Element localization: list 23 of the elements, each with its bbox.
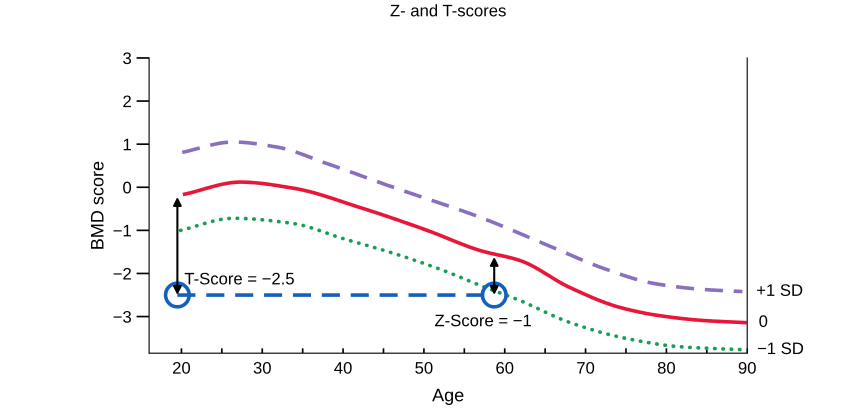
x-tick-label: 70 bbox=[577, 362, 594, 374]
x-axis-title: Age bbox=[432, 388, 464, 406]
y-tick-label: 3 bbox=[123, 52, 132, 64]
annotation: Z-Score = −1 bbox=[435, 314, 531, 326]
annotation: 0 bbox=[759, 315, 768, 328]
x-tick-label: 30 bbox=[254, 362, 271, 374]
annotation: +1 SD bbox=[757, 284, 802, 296]
x-tick-label: 20 bbox=[173, 362, 190, 374]
annotation: T-Score = −2.5 bbox=[184, 272, 294, 285]
chart-title: Z- and T-scores bbox=[390, 4, 506, 16]
y-tick-label: 2 bbox=[123, 95, 131, 108]
y-tick-label: −1 bbox=[114, 224, 131, 236]
x-tick-label: 90 bbox=[738, 362, 756, 374]
y-tick-label: 1 bbox=[124, 138, 131, 150]
x-tick-label: 60 bbox=[496, 362, 514, 374]
x-tick-label: 50 bbox=[415, 362, 433, 374]
x-tick-label: 80 bbox=[658, 362, 675, 374]
y-tick-label: −3 bbox=[114, 310, 132, 323]
y-axis-title: BMD score bbox=[91, 162, 104, 249]
annotation: −1 SD bbox=[758, 342, 804, 354]
y-tick-label: −2 bbox=[114, 268, 131, 280]
y-tick-label: 0 bbox=[123, 182, 132, 194]
x-tick-label: 40 bbox=[334, 362, 352, 374]
